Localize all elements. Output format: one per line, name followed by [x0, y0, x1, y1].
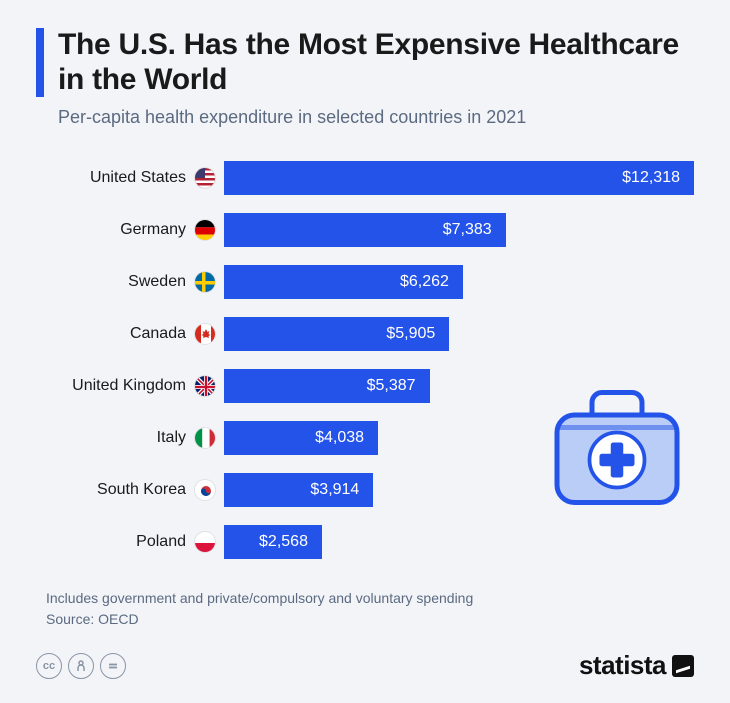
flag-icon-it: [194, 427, 216, 449]
bar-track: $5,905: [224, 317, 694, 351]
footnote: Includes government and private/compulso…: [46, 588, 694, 630]
flag-icon-gb: [194, 375, 216, 397]
chart-title: The U.S. Has the Most Expensive Healthca…: [58, 28, 694, 97]
brand-mark-icon: [672, 655, 694, 677]
country-label: South Korea: [46, 481, 194, 499]
footer: cc statista: [36, 650, 694, 681]
cc-icon: cc: [36, 653, 62, 679]
country-label: Germany: [46, 221, 194, 239]
flag-icon-pl: [194, 531, 216, 553]
chart-row: Poland $2,568: [46, 522, 694, 562]
footnote-line1: Includes government and private/compulso…: [46, 590, 473, 606]
flag-icon-de: [194, 219, 216, 241]
bar-value: $4,038: [315, 429, 364, 447]
country-label: Canada: [46, 325, 194, 343]
bar: $5,387: [224, 369, 430, 403]
bar-value: $2,568: [259, 533, 308, 551]
bar-track: $12,318: [224, 161, 694, 195]
bar-track: $2,568: [224, 525, 694, 559]
flag-icon-kr: [194, 479, 216, 501]
by-icon: [68, 653, 94, 679]
country-label: United Kingdom: [46, 377, 194, 395]
footnote-line2: Source: OECD: [46, 611, 139, 627]
statista-logo: statista: [579, 650, 694, 681]
bar-track: $7,383: [224, 213, 694, 247]
flag-icon-us: [194, 167, 216, 189]
license-icons: cc: [36, 653, 126, 679]
chart-subtitle: Per-capita health expenditure in selecte…: [58, 107, 694, 128]
chart-row: United States $12,318: [46, 158, 694, 198]
nd-icon: [100, 653, 126, 679]
chart-row: Sweden $6,262: [46, 262, 694, 302]
bar-track: $6,262: [224, 265, 694, 299]
bar-value: $6,262: [400, 273, 449, 291]
title-accent-bar: [36, 28, 44, 97]
country-label: Sweden: [46, 273, 194, 291]
bar: $5,905: [224, 317, 449, 351]
medical-kit-icon: [542, 370, 692, 520]
brand-text: statista: [579, 650, 666, 681]
bar-value: $12,318: [622, 169, 680, 187]
bar-value: $5,387: [367, 377, 416, 395]
title-block: The U.S. Has the Most Expensive Healthca…: [36, 28, 694, 97]
country-label: Italy: [46, 429, 194, 447]
country-label: Poland: [46, 533, 194, 551]
bar: $7,383: [224, 213, 506, 247]
bar-value: $5,905: [386, 325, 435, 343]
country-label: United States: [46, 169, 194, 187]
bar: $2,568: [224, 525, 322, 559]
flag-icon-se: [194, 271, 216, 293]
bar: $4,038: [224, 421, 378, 455]
bar: $3,914: [224, 473, 373, 507]
bar: $6,262: [224, 265, 463, 299]
bar: $12,318: [224, 161, 694, 195]
chart-row: Canada $5,905: [46, 314, 694, 354]
bar-value: $7,383: [443, 221, 492, 239]
chart-row: Germany $7,383: [46, 210, 694, 250]
bar-value: $3,914: [310, 481, 359, 499]
flag-icon-ca: [194, 323, 216, 345]
